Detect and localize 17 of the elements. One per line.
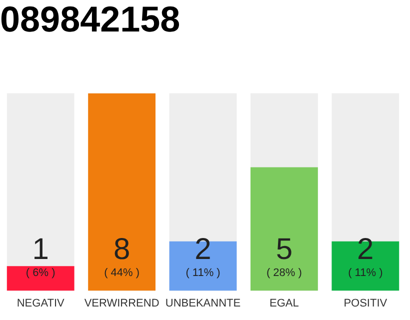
x-tick-label: EGAL bbox=[270, 297, 299, 310]
data-label: 2 bbox=[194, 232, 212, 266]
annotation: ( 6% ) bbox=[26, 266, 56, 279]
data-label: 2 bbox=[357, 232, 374, 266]
x-tick-label: VERWIRREND bbox=[84, 297, 160, 310]
chart-title: 089842158 bbox=[0, 0, 180, 40]
x-tick-label: UNBEKANNTE bbox=[165, 297, 241, 310]
x-tick-label: POSITIV bbox=[344, 297, 388, 310]
annotation: ( 11% ) bbox=[186, 266, 220, 279]
annotation: ( 11% ) bbox=[348, 266, 383, 279]
bar bbox=[6, 266, 74, 291]
data-label: 1 bbox=[32, 232, 49, 266]
annotation: ( 44% ) bbox=[104, 266, 140, 279]
x-tick-label: NEGATIV bbox=[16, 297, 65, 310]
data-label: 8 bbox=[113, 232, 130, 266]
annotation: ( 28% ) bbox=[266, 266, 302, 279]
data-label: 5 bbox=[276, 232, 293, 266]
